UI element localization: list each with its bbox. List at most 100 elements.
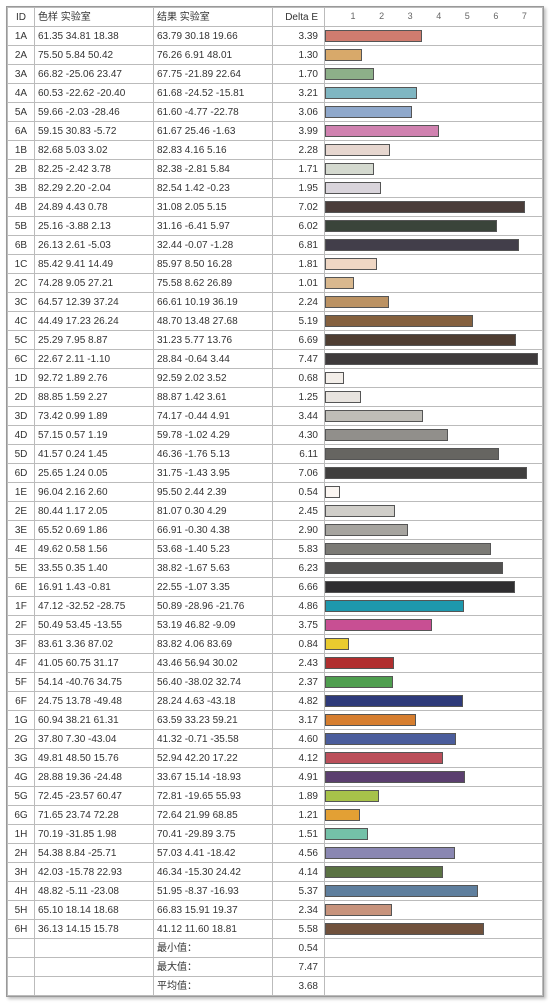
axis-tick: 3 — [411, 9, 412, 21]
cell-res: 51.95 -8.37 -16.93 — [154, 882, 273, 901]
cell-id: 1G — [8, 711, 35, 730]
cell-delta: 4.86 — [273, 597, 325, 616]
cell-lab: 96.04 2.16 2.60 — [35, 483, 154, 502]
table-row: 2B82.25 -2.42 3.7882.38 -2.81 5.841.71 — [8, 160, 543, 179]
cell-lab: 50.49 53.45 -13.55 — [35, 616, 154, 635]
cell-id: 2G — [8, 730, 35, 749]
cell-lab: 80.44 1.17 2.05 — [35, 502, 154, 521]
cell-bar — [325, 825, 543, 844]
cell-lab: 83.61 3.36 87.02 — [35, 635, 154, 654]
cell-id: 6E — [8, 578, 35, 597]
cell-id: 3E — [8, 521, 35, 540]
cell-delta: 3.21 — [273, 84, 325, 103]
delta-bar — [325, 923, 484, 935]
cell-res: 28.84 -0.64 3.44 — [154, 350, 273, 369]
cell-delta: 6.11 — [273, 445, 325, 464]
cell-delta: 1.89 — [273, 787, 325, 806]
cell-res: 61.67 25.46 -1.63 — [154, 122, 273, 141]
table-row: 2G37.80 7.30 -43.0441.32 -0.71 -35.584.6… — [8, 730, 543, 749]
cell-delta: 6.02 — [273, 217, 325, 236]
cell-lab: 74.28 9.05 27.21 — [35, 274, 154, 293]
table-row: 5H65.10 18.14 18.6866.83 15.91 19.372.34 — [8, 901, 543, 920]
cell-lab: 24.75 13.78 -49.48 — [35, 692, 154, 711]
delta-bar — [325, 714, 416, 726]
cell-delta: 1.71 — [273, 160, 325, 179]
cell-bar — [325, 749, 543, 768]
cell-id: 3H — [8, 863, 35, 882]
delta-bar — [325, 144, 390, 156]
table-row: 5E33.55 0.35 1.4038.82 -1.67 5.636.23 — [8, 559, 543, 578]
cell-res: 48.70 13.48 27.68 — [154, 312, 273, 331]
axis-tick: 6 — [496, 9, 497, 21]
cell-id: 2C — [8, 274, 35, 293]
cell-res: 82.38 -2.81 5.84 — [154, 160, 273, 179]
cell-delta: 2.90 — [273, 521, 325, 540]
cell-delta: 2.24 — [273, 293, 325, 312]
cell-id: 4B — [8, 198, 35, 217]
delta-bar — [325, 581, 515, 593]
summary-label: 最大值： — [154, 958, 273, 977]
header-row: ID 色样 实验室 结果 实验室 Delta E 1234567 — [8, 8, 543, 27]
table-row: 6E16.91 1.43 -0.8122.55 -1.07 3.356.66 — [8, 578, 543, 597]
cell-bar — [325, 768, 543, 787]
cell-res: 46.34 -15.30 24.42 — [154, 863, 273, 882]
cell-res: 63.79 30.18 19.66 — [154, 27, 273, 46]
cell-lab: 41.57 0.24 1.45 — [35, 445, 154, 464]
table-row: 1C85.42 9.41 14.4985.97 8.50 16.281.81 — [8, 255, 543, 274]
cell-bar — [325, 350, 543, 369]
delta-bar — [325, 505, 395, 517]
cell-bar — [325, 198, 543, 217]
table-row: 2H54.38 8.84 -25.7157.03 4.41 -18.424.56 — [8, 844, 543, 863]
cell-lab: 60.53 -22.62 -20.40 — [35, 84, 154, 103]
delta-bar — [325, 733, 456, 745]
cell-bar — [325, 597, 543, 616]
delta-bar — [325, 49, 362, 61]
table-row: 3F83.61 3.36 87.0283.82 4.06 83.690.84 — [8, 635, 543, 654]
summary-label: 最小值： — [154, 939, 273, 958]
delta-bar — [325, 904, 392, 916]
table-row: 3A66.82 -25.06 23.4767.75 -21.89 22.641.… — [8, 65, 543, 84]
cell-lab: 47.12 -32.52 -28.75 — [35, 597, 154, 616]
cell-id: 6D — [8, 464, 35, 483]
cell-res: 31.75 -1.43 3.95 — [154, 464, 273, 483]
cell-delta: 4.91 — [273, 768, 325, 787]
cell-bar — [325, 426, 543, 445]
cell-lab: 64.57 12.39 37.24 — [35, 293, 154, 312]
report-table: ID 色样 实验室 结果 实验室 Delta E 1234567 1A61.35… — [6, 6, 544, 997]
cell-res: 43.46 56.94 30.02 — [154, 654, 273, 673]
cell-id: 4H — [8, 882, 35, 901]
table-row: 6B26.13 2.61 -5.0332.44 -0.07 -1.286.81 — [8, 236, 543, 255]
cell-res: 66.91 -0.30 4.38 — [154, 521, 273, 540]
cell-bar — [325, 65, 543, 84]
table-row: 6F24.75 13.78 -49.4828.24 4.63 -43.184.8… — [8, 692, 543, 711]
table-row: 6G71.65 23.74 72.2872.64 21.99 68.851.21 — [8, 806, 543, 825]
delta-bar — [325, 296, 389, 308]
axis-tick: 1 — [354, 9, 355, 21]
cell-res: 67.75 -21.89 22.64 — [154, 65, 273, 84]
table-row: 4B24.89 4.43 0.7831.08 2.05 5.157.02 — [8, 198, 543, 217]
cell-bar — [325, 103, 543, 122]
header-delta: Delta E — [273, 8, 325, 27]
cell-lab: 73.42 0.99 1.89 — [35, 407, 154, 426]
delta-bar — [325, 258, 377, 270]
cell-id: 6H — [8, 920, 35, 939]
axis-tick: 4 — [439, 9, 440, 21]
cell-res: 70.41 -29.89 3.75 — [154, 825, 273, 844]
cell-bar — [325, 236, 543, 255]
cell-bar — [325, 464, 543, 483]
cell-id: 1E — [8, 483, 35, 502]
table-row: 1F47.12 -32.52 -28.7550.89 -28.96 -21.76… — [8, 597, 543, 616]
summary-row: 最小值：0.54 — [8, 939, 543, 958]
cell-id: 2H — [8, 844, 35, 863]
cell-lab: 49.62 0.58 1.56 — [35, 540, 154, 559]
cell-bar — [325, 141, 543, 160]
cell-lab: 72.45 -23.57 60.47 — [35, 787, 154, 806]
table-row: 5B25.16 -3.88 2.1331.16 -6.41 5.976.02 — [8, 217, 543, 236]
cell-id: 5H — [8, 901, 35, 920]
header-lab: 色样 实验室 — [35, 8, 154, 27]
cell-id: 2A — [8, 46, 35, 65]
cell-delta: 7.02 — [273, 198, 325, 217]
delta-bar — [325, 182, 381, 194]
cell-lab: 25.65 1.24 0.05 — [35, 464, 154, 483]
cell-bar — [325, 331, 543, 350]
